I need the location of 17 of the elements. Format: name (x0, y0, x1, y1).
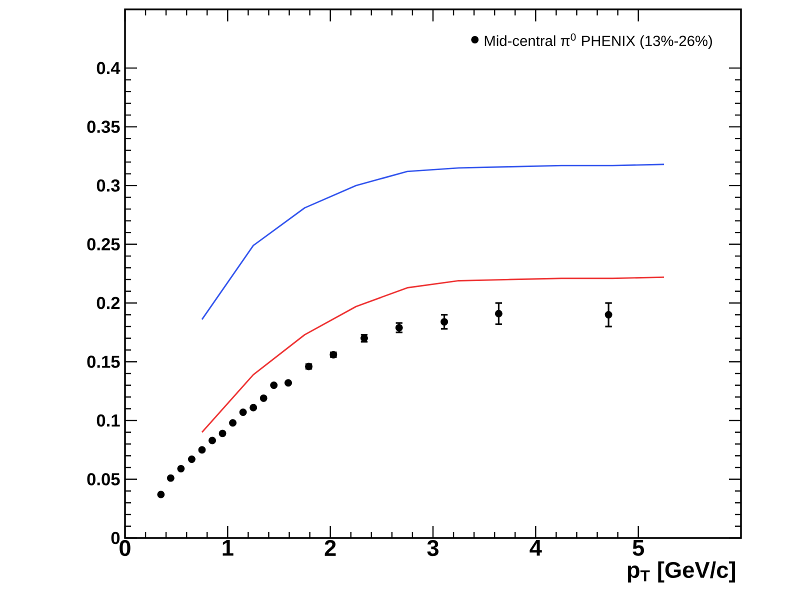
y-tick-label: 0.4 (96, 62, 120, 74)
y-tick-label: 0.1 (96, 414, 120, 427)
x-tick-label: 2 (324, 540, 336, 556)
y-tick-label: 0.3 (96, 179, 120, 192)
y-tick-label: 0 (111, 532, 120, 544)
x-tick-label: 3 (427, 540, 438, 556)
x-axis-title: p$_{T}$ [GeV/c] (628, 561, 735, 582)
y-tick-label: 0.25 (87, 238, 120, 250)
x-tick-label: 5 (632, 540, 644, 556)
y-tick-label: 0.15 (87, 356, 120, 368)
x-tick-label: 0 (120, 540, 130, 556)
y-tick-label: 0.2 (96, 296, 120, 310)
x-tick-label: 1 (222, 540, 234, 556)
x-tick-label: 4 (530, 540, 542, 556)
legend-label: Mid-central π$^{0}$ PHENIX (13%-26%) (484, 33, 712, 49)
y-tick-label: 0.35 (87, 120, 120, 133)
y-tick-label: 0.05 (87, 473, 120, 486)
